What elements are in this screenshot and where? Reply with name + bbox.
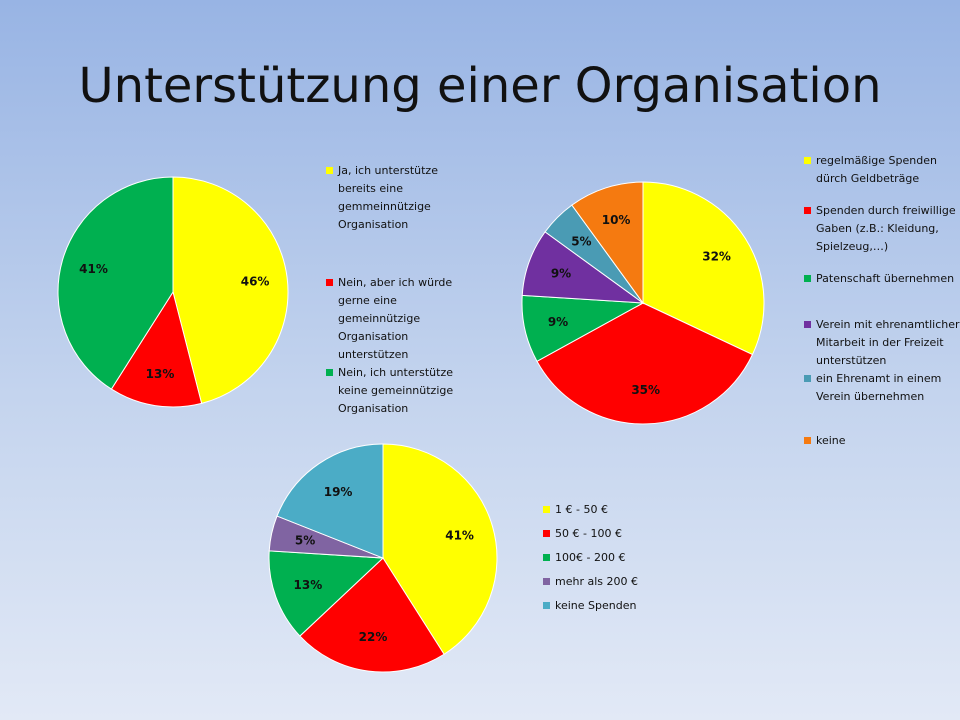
legend-label: Patenschaft übernehmen [816, 272, 955, 285]
legend-item: 100€ - 200 € [543, 549, 663, 567]
slice-data-label: 9% [551, 267, 571, 281]
slide-title: Unterstützung einer Organisation [78, 58, 882, 114]
pie-slice [172, 176, 289, 404]
legend-label: Nein, aber ich würde gerne eine gemeinnü… [338, 276, 453, 361]
pie-slice [571, 181, 644, 305]
legend-item: regelmäßige Spenden dürch Geldbeträge [804, 152, 960, 188]
legend-label: keine [816, 434, 846, 447]
slice-data-label: 41% [79, 262, 108, 276]
legend-swatch [804, 375, 811, 382]
pie-slice [382, 443, 498, 655]
legend-label: ein Ehrenamt in einem Verein übernehmen [816, 372, 942, 403]
pie-slice [268, 550, 385, 637]
legend-swatch [543, 530, 550, 537]
legend-swatch [326, 167, 333, 174]
legend-item: 50 € - 100 € [543, 525, 663, 543]
legend-swatch [804, 157, 811, 164]
legend-swatch [804, 437, 811, 444]
slice-data-label: 9% [548, 315, 568, 329]
slice-data-label: 46% [241, 275, 270, 289]
legend-item: ein Ehrenamt in einem Verein übernehmen [804, 370, 960, 406]
legend-label: Ja, ich unterstütze bereits eine gemmein… [338, 164, 438, 231]
legend-label: Nein, ich unterstütze keine gemeinnützig… [338, 366, 454, 415]
legend-item: 1 € - 50 € [543, 501, 663, 519]
legend-swatch [543, 578, 550, 585]
legend-item: Verein mit ehrenamtlicher Mitarbeit in d… [804, 316, 960, 370]
legend-swatch [326, 369, 333, 376]
legend-item: Nein, aber ich würde gerne eine gemeinnü… [326, 274, 466, 364]
legend-swatch [543, 602, 550, 609]
pie-slice [276, 443, 384, 559]
slice-data-label: 13% [146, 367, 175, 381]
legend-donation-amount: 1 € - 50 € 50 € - 100 € 100€ - 200 € mehr a… [543, 501, 663, 615]
slice-data-label: 13% [294, 578, 323, 592]
legend-support: Ja, ich unterstütze bereits eine gemmein… [326, 162, 466, 418]
slice-data-label: 41% [445, 529, 474, 543]
legend-label: regelmäßige Spenden dürch Geldbeträge [816, 154, 937, 185]
slice-data-label: 5% [295, 534, 315, 548]
legend-label: keine Spenden [555, 599, 637, 612]
legend-swatch [804, 321, 811, 328]
slice-data-label: 22% [359, 630, 388, 644]
slice-data-label: 32% [702, 249, 731, 263]
legend-swatch [804, 275, 811, 282]
legend-item: Ja, ich unterstütze bereits eine gemmein… [326, 162, 466, 234]
legend-label: Spenden durch freiwillige Gaben (z.B.: K… [816, 204, 956, 253]
legend-label: 100€ - 200 € [555, 551, 626, 564]
legend-swatch [543, 554, 550, 561]
pie-slice [536, 302, 754, 425]
legend-label: Verein mit ehrenamtlicher Mitarbeit in d… [816, 318, 960, 367]
legend-label: 1 € - 50 € [555, 503, 608, 516]
pie-slice [299, 557, 445, 673]
pie-slice [57, 176, 174, 390]
legend-swatch [326, 279, 333, 286]
legend-support-type: regelmäßige Spenden dürch Geldbeträge Spe… [804, 152, 960, 450]
legend-label: 50 € - 100 € [555, 527, 622, 540]
legend-item: mehr als 200 € [543, 573, 663, 591]
slice-data-label: 19% [324, 485, 353, 499]
legend-item: keine Spenden [543, 597, 663, 615]
pie-slice [110, 290, 203, 408]
legend-swatch [804, 207, 811, 214]
slice-data-label: 10% [602, 213, 631, 227]
legend-item: keine [804, 432, 960, 450]
legend-item: Nein, ich unterstütze keine gemeinnützig… [326, 364, 466, 418]
legend-item: Spenden durch freiwillige Gaben (z.B.: K… [804, 202, 960, 256]
legend-label: mehr als 200 € [555, 575, 638, 588]
slice-data-label: 35% [631, 383, 660, 397]
legend-swatch [543, 506, 550, 513]
legend-item: Patenschaft übernehmen [804, 270, 960, 288]
slice-data-label: 5% [571, 234, 591, 248]
pie-slice [642, 181, 765, 356]
